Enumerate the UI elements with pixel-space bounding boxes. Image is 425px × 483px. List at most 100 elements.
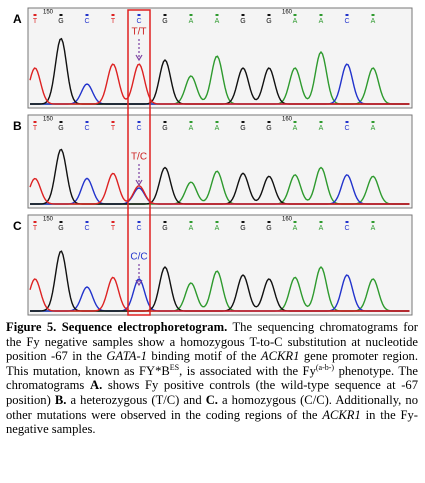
base-tick [85, 221, 89, 223]
position-marker: 150 [43, 10, 54, 16]
base-tick [59, 14, 63, 16]
panel-ref: A. [89, 378, 103, 393]
base-call: C [344, 18, 349, 25]
base-call: G [58, 18, 63, 25]
caption-text: a heterozygous (T/C) and [66, 392, 206, 407]
position-marker: 160 [282, 10, 293, 16]
caption-title: Figure 5. Sequence electrophoretogram. [6, 320, 228, 334]
base-tick [33, 221, 37, 223]
base-call: A [189, 18, 194, 25]
base-tick [137, 14, 141, 16]
base-call: A [371, 125, 376, 132]
base-tick [189, 14, 193, 16]
panel-ref: C. [205, 392, 218, 407]
figure: A 150 160 T G C T C G A A G G A A C A T/T B 150 160 T G C T C G A A G… [13, 7, 413, 316]
arrow-head [135, 279, 143, 287]
base-call: C [136, 225, 141, 232]
arrow-head [135, 179, 143, 187]
base-tick [241, 121, 245, 123]
arrow-head [135, 54, 143, 62]
trace [29, 172, 410, 205]
base-tick [267, 121, 271, 123]
base-call: G [162, 18, 167, 25]
panel-label: A [13, 12, 22, 26]
base-tick [267, 221, 271, 223]
caption-text: gene promoter region. This mutation, kno… [6, 349, 418, 378]
base-tick [267, 14, 271, 16]
base-call: G [240, 18, 245, 25]
base-call: G [162, 125, 167, 132]
caption-text: , is associated with the Fy [179, 363, 316, 378]
base-tick [163, 221, 167, 223]
base-tick [189, 221, 193, 223]
position-marker: 160 [282, 117, 293, 123]
base-call: A [319, 18, 324, 25]
superscript: ES [169, 362, 180, 372]
base-call: A [319, 225, 324, 232]
base-tick [319, 221, 323, 223]
trace [29, 276, 410, 312]
superscript: (a-b-) [315, 362, 335, 372]
base-call: C [84, 225, 89, 232]
panel-label: B [13, 119, 22, 133]
base-call: G [266, 125, 271, 132]
base-call: T [111, 225, 116, 232]
panel-frame [27, 214, 413, 316]
base-tick [189, 121, 193, 123]
panel-frame [27, 114, 413, 209]
base-call: G [240, 125, 245, 132]
base-tick [241, 221, 245, 223]
caption-text: binding motif of the [146, 349, 261, 364]
genotype-annotation: C/C [130, 252, 147, 263]
base-call: T [33, 125, 38, 132]
base-call: C [344, 225, 349, 232]
base-call: A [215, 125, 220, 132]
base-call: A [293, 225, 298, 232]
base-tick [33, 121, 37, 123]
base-tick [111, 14, 115, 16]
caption-text: a homozygous (C/C). Additionally, no oth… [6, 392, 418, 422]
gene: ACKR1 [322, 407, 361, 422]
base-call: T [111, 125, 116, 132]
base-call: G [58, 225, 63, 232]
position-marker: 160 [282, 217, 293, 223]
base-tick [371, 221, 375, 223]
base-tick [293, 121, 297, 123]
caption-text: The sequencing chromatograms for the Fy … [6, 320, 418, 364]
trace [29, 63, 410, 105]
base-call: A [371, 18, 376, 25]
base-tick [33, 14, 37, 16]
base-call: T [33, 225, 38, 232]
base-call: C [136, 18, 141, 25]
base-tick [59, 121, 63, 123]
base-call: A [319, 125, 324, 132]
base-tick [241, 14, 245, 16]
panel-label: C [13, 219, 22, 233]
caption-text: phenotype. The chromatograms [6, 363, 418, 393]
base-tick [345, 121, 349, 123]
base-tick [293, 14, 297, 16]
base-call: A [215, 18, 220, 25]
base-tick [319, 14, 323, 16]
base-tick [293, 221, 297, 223]
base-tick [215, 121, 219, 123]
base-tick [59, 221, 63, 223]
base-call: G [58, 125, 63, 132]
base-call: C [136, 125, 141, 132]
base-call: G [266, 18, 271, 25]
base-tick [345, 14, 349, 16]
base-tick [371, 121, 375, 123]
genotype-annotation: T/T [132, 27, 147, 38]
base-tick [371, 14, 375, 16]
base-call: C [344, 125, 349, 132]
base-call: A [189, 125, 194, 132]
base-call: T [33, 18, 38, 25]
base-tick [215, 221, 219, 223]
base-tick [319, 121, 323, 123]
caption: Figure 5. Sequence electrophoretogram. T… [6, 320, 418, 437]
base-call: A [189, 225, 194, 232]
base-call: T [111, 18, 116, 25]
base-call: G [240, 225, 245, 232]
genotype-annotation: T/C [131, 152, 147, 163]
